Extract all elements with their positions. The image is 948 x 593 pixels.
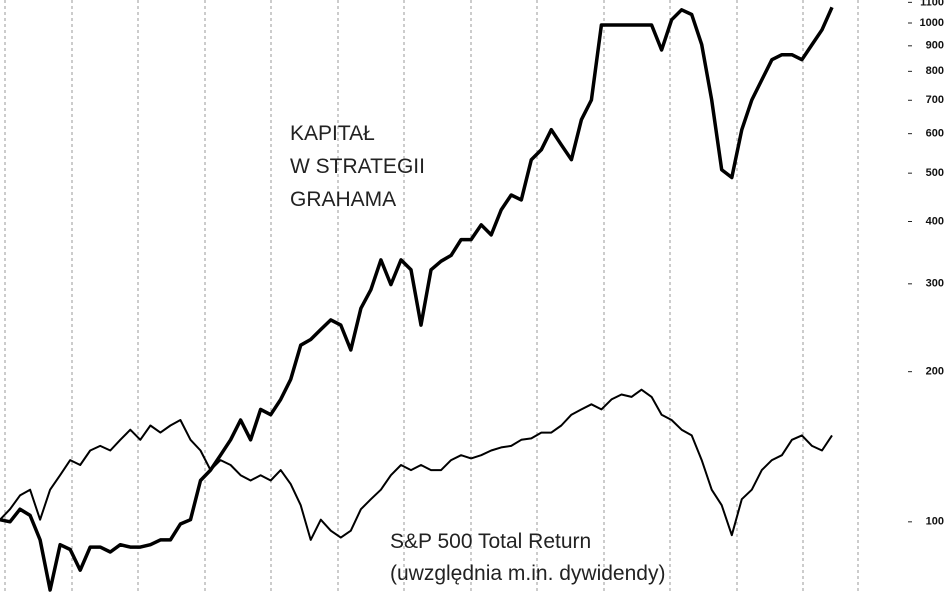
y-tick-label: 900: [926, 40, 944, 52]
y-tick-label: 100: [926, 516, 944, 528]
annotation: W STRATEGII: [290, 155, 425, 178]
annotation: KAPITAŁ: [290, 122, 375, 145]
line-series: [0, 388, 833, 541]
y-tick-label: 200: [926, 366, 944, 378]
y-tick-label: 700: [926, 94, 944, 106]
y-tick-label: 800: [926, 65, 944, 77]
y-tick-label: 600: [926, 128, 944, 140]
y-tick-label: 1000: [920, 17, 944, 29]
y-tick-label: 1100: [920, 0, 944, 8]
annotation: S&P 500 Total Return: [390, 530, 591, 553]
line-series: [0, 6, 834, 592]
vertical-grid: [4, 0, 859, 593]
y-tick-label: 500: [926, 167, 944, 179]
annotation: (uwzględnia m.in. dywidendy): [390, 562, 665, 585]
y-tick-label: 300: [926, 278, 944, 290]
annotation: GRAHAMA: [290, 188, 396, 211]
y-tick-label: 400: [926, 215, 944, 227]
